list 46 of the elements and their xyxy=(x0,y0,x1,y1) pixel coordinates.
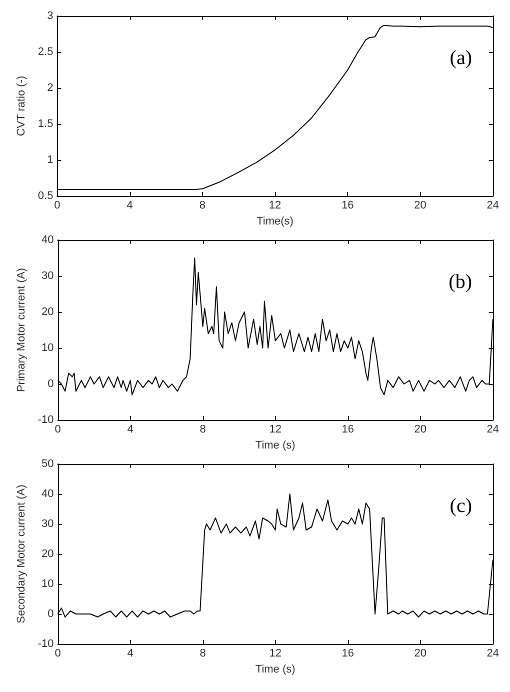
x-tick-label: 24 xyxy=(486,648,500,660)
y-tick-label: 40 xyxy=(42,234,54,246)
x-axis-title: Time (s) xyxy=(255,663,296,676)
y-axis-title: Secondary Motor current (A) xyxy=(16,484,28,624)
x-tick-label: 12 xyxy=(269,648,282,660)
x-tick-label: 8 xyxy=(200,424,206,436)
y-tick-label: 50 xyxy=(42,458,54,470)
y-axis-title: CVT ratio (-) xyxy=(16,76,28,136)
x-axis-title: Time(s) xyxy=(256,215,294,228)
y-tick-label: 30 xyxy=(42,270,54,282)
y-tick-label: 2 xyxy=(47,82,54,94)
x-tick-label: 4 xyxy=(126,200,133,212)
y-tick-label: 1.5 xyxy=(38,118,54,130)
x-tick-label: 16 xyxy=(342,648,354,660)
x-tick-label: 20 xyxy=(414,648,426,660)
y-tick-label: 0 xyxy=(48,608,54,620)
y-tick-label: 0 xyxy=(48,378,54,390)
x-tick-label: 20 xyxy=(414,424,426,436)
x-tick-label: 16 xyxy=(342,424,354,436)
x-tick-label: 4 xyxy=(127,648,134,660)
annotation: (a) xyxy=(450,47,472,69)
y-tick-label: 20 xyxy=(42,548,54,560)
x-tick-label: 12 xyxy=(268,200,282,212)
y-tick-label: 10 xyxy=(42,578,54,590)
y-tick-label: 1 xyxy=(47,154,54,166)
x-tick-label: 8 xyxy=(199,200,206,212)
y-tick-label: 30 xyxy=(42,518,54,530)
x-tick-label: 12 xyxy=(269,424,282,436)
annotation: (b) xyxy=(448,271,472,293)
y-tick-label: 3 xyxy=(47,10,54,22)
x-axis-title: Time (s) xyxy=(255,439,296,452)
y-tick-label: -10 xyxy=(38,414,54,426)
x-tick-label: 8 xyxy=(200,648,206,660)
x-tick-label: 24 xyxy=(486,200,500,212)
y-tick-label: 0.5 xyxy=(38,190,54,202)
y-tick-label: 20 xyxy=(42,306,54,318)
y-tick-label: 10 xyxy=(42,342,54,354)
y-tick-label: -10 xyxy=(38,638,54,650)
x-tick-label: 20 xyxy=(414,200,426,212)
x-tick-label: 16 xyxy=(342,200,354,212)
y-tick-label: 40 xyxy=(42,488,54,500)
y-tick-label: 2.5 xyxy=(38,46,54,58)
x-tick-label: 24 xyxy=(486,424,500,436)
y-axis-title: Primary Motor current (A) xyxy=(16,268,28,392)
x-tick-label: 4 xyxy=(127,424,134,436)
annotation: (c) xyxy=(450,495,472,517)
